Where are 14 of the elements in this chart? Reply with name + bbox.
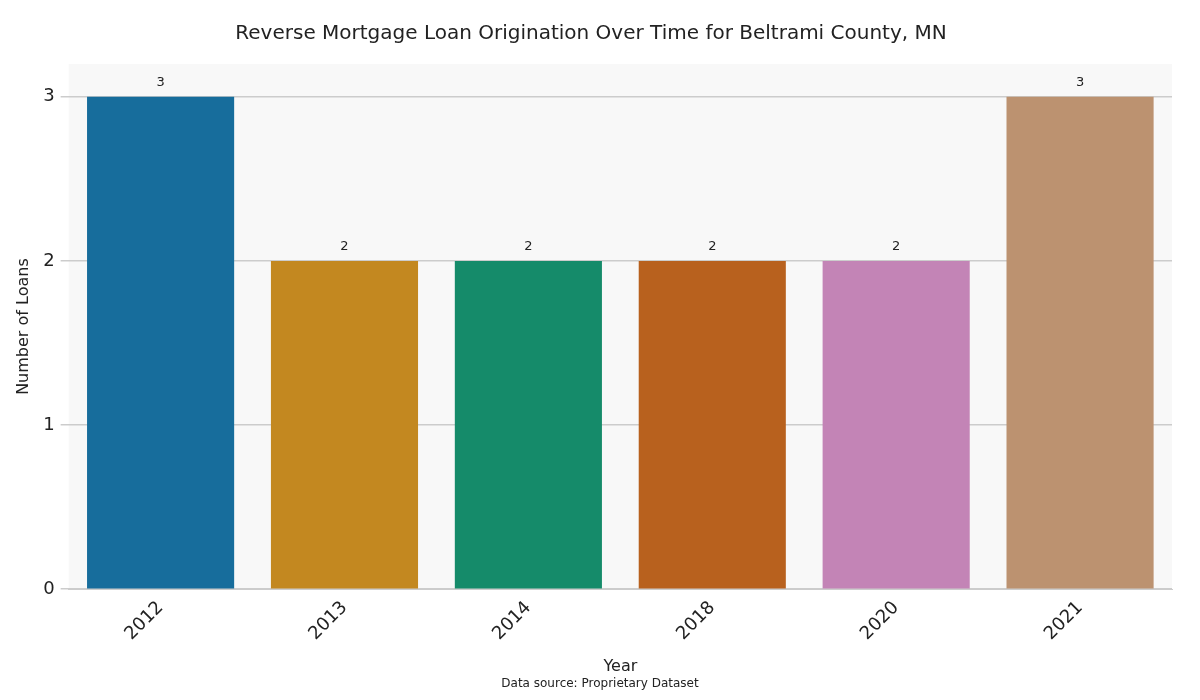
source-note: Data source: Proprietary Dataset [500,676,700,690]
chart-title: Reverse Mortgage Loan Origination Over Time for Beltrami County, MN [235,20,947,45]
data-label: 2 [708,237,717,253]
data-label: 3 [1075,73,1085,89]
x-axis-title: Year [602,655,638,675]
y-tick-label: 1 [43,412,55,434]
y-tick-label: 3 [43,84,55,106]
data-label: 2 [892,237,901,253]
y-tick-label: 0 [43,576,55,598]
y-axis-title: Number of Loans [12,258,32,395]
data-label: 3 [156,73,165,89]
y-tick-label: 2 [43,248,55,270]
data-label: 2 [524,237,533,253]
data-label: 2 [340,237,349,253]
